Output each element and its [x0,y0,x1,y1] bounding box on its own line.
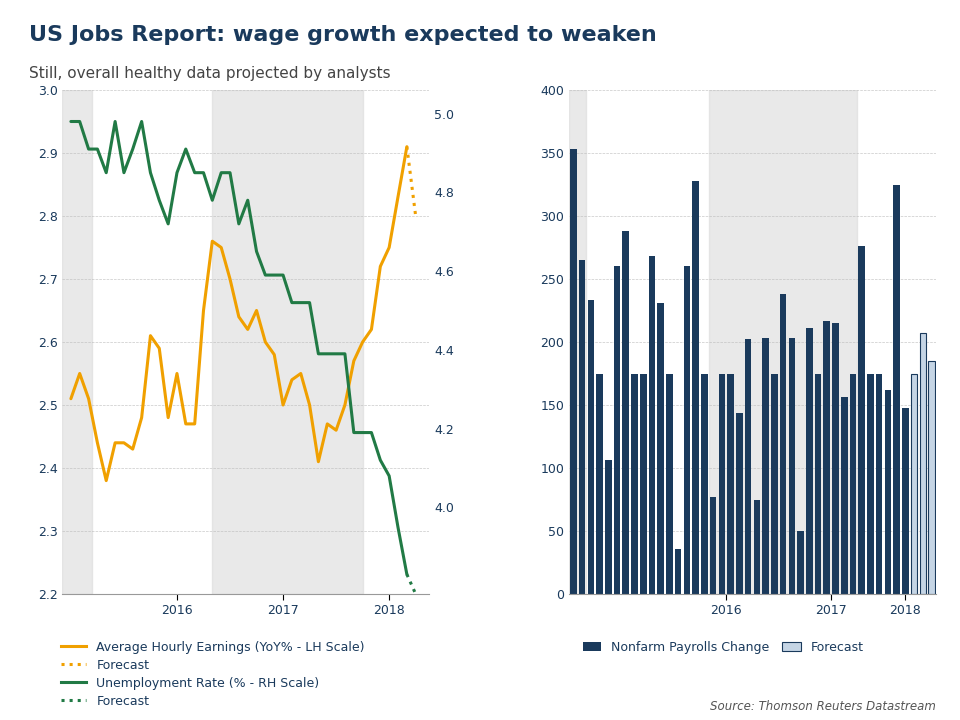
Bar [649,256,656,594]
Text: US Jobs Report: wage growth expected to weaken: US Jobs Report: wage growth expected to … [29,25,657,45]
Bar [894,184,900,594]
Bar [736,413,743,594]
Bar [596,374,603,594]
Bar [762,338,769,594]
Bar [911,374,918,594]
Bar [876,374,882,594]
Bar [684,266,690,594]
Bar [806,328,812,594]
Bar [632,374,637,594]
Bar [658,303,664,594]
Bar [569,90,587,594]
Bar [920,333,926,594]
Bar [613,266,620,594]
Bar [745,339,752,594]
Bar [605,461,612,594]
Bar [797,531,804,594]
Bar [788,338,795,594]
Bar [928,361,935,594]
Bar [570,149,577,594]
Bar [640,374,646,594]
Bar [709,497,716,594]
Bar [579,260,586,594]
Bar [832,323,839,594]
Bar [771,374,778,594]
Bar [780,294,786,594]
Legend: Nonfarm Payrolls Change, Forecast: Nonfarm Payrolls Change, Forecast [583,641,864,654]
Bar [728,374,733,594]
Bar [212,90,363,594]
Bar [885,390,891,594]
Bar [719,374,725,594]
Bar [824,320,830,594]
Bar [754,500,760,594]
Bar [692,181,699,594]
Bar [622,231,629,594]
Bar [708,90,857,594]
Text: Source: Thomson Reuters Datastream: Source: Thomson Reuters Datastream [710,700,936,713]
Bar [815,374,822,594]
Bar [841,397,848,594]
Bar [858,246,865,594]
Bar [850,374,856,594]
Bar [701,374,708,594]
Bar [62,90,92,594]
Bar [902,408,909,594]
Legend: Average Hourly Earnings (YoY% - LH Scale), Forecast, Unemployment Rate (% - RH S: Average Hourly Earnings (YoY% - LH Scale… [61,641,365,708]
Bar [867,374,874,594]
Bar [675,549,682,594]
Text: Still, overall healthy data projected by analysts: Still, overall healthy data projected by… [29,66,391,81]
Bar [588,300,594,594]
Bar [666,374,673,594]
